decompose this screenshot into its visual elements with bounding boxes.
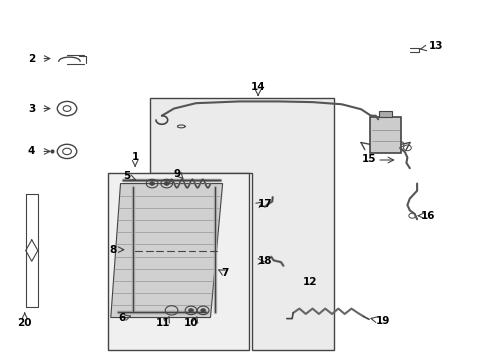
Polygon shape	[149, 98, 334, 350]
Text: 10: 10	[183, 318, 198, 328]
Text: 8: 8	[109, 245, 117, 255]
Text: 17: 17	[257, 199, 272, 209]
Text: 7: 7	[221, 268, 228, 278]
Bar	[378, 111, 391, 117]
Text: 20: 20	[18, 318, 32, 328]
Text: 5: 5	[123, 171, 130, 181]
Text: 16: 16	[420, 211, 434, 221]
Text: 12: 12	[302, 277, 317, 287]
Bar	[108, 173, 249, 350]
Text: 9: 9	[173, 168, 181, 179]
Text: 19: 19	[375, 316, 389, 326]
Text: 15: 15	[362, 154, 376, 164]
Text: 6: 6	[118, 313, 125, 323]
Text: 11: 11	[156, 318, 170, 328]
Text: 2: 2	[28, 54, 35, 64]
Circle shape	[149, 182, 154, 185]
Text: 3: 3	[28, 104, 35, 113]
Circle shape	[164, 182, 169, 185]
Text: 1: 1	[131, 152, 139, 162]
Bar	[369, 117, 401, 153]
Circle shape	[188, 309, 193, 312]
Text: 18: 18	[257, 256, 272, 266]
Polygon shape	[111, 184, 222, 318]
Text: 14: 14	[250, 82, 265, 92]
Text: 4: 4	[28, 147, 35, 157]
Text: 13: 13	[427, 41, 442, 51]
Circle shape	[201, 309, 205, 312]
